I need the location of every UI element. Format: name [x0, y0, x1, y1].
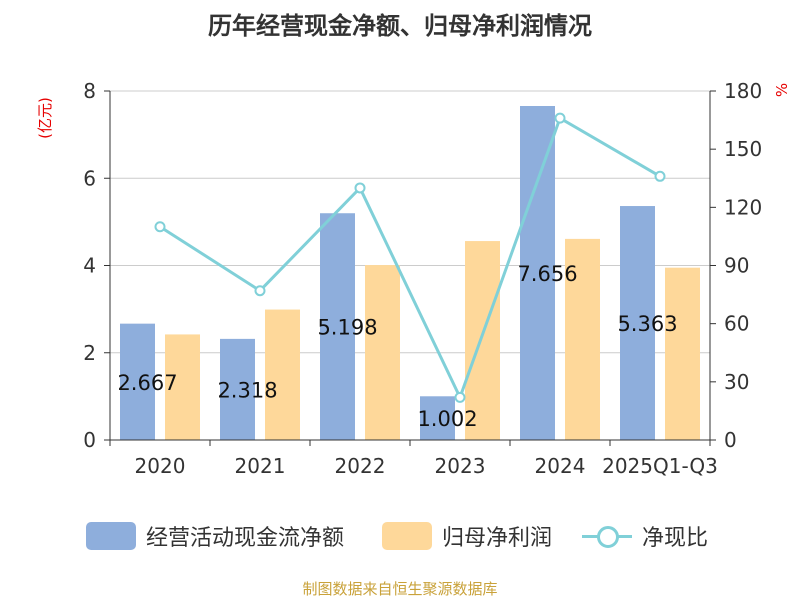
y-right-tick-label: 120 [724, 195, 762, 219]
bar-net-profit [565, 238, 600, 440]
data-labels: 2.667 2.318 5.198 1.002 7.656 5.363 [117, 262, 677, 431]
legend-item-ratio[interactable]: 净现比 [582, 516, 708, 556]
x-tick-label: 2022 [335, 454, 386, 478]
bar-cashflow [220, 338, 255, 440]
x-tick-label: 2020 [135, 454, 186, 478]
legend-line-ratio [582, 522, 632, 550]
ratio-point [354, 182, 366, 194]
chart-title: 历年经营现金净额、归母净利润情况 [208, 12, 592, 40]
y-left-unit: (亿元) [36, 97, 54, 139]
bar-cashflow [420, 396, 455, 440]
legend-label-ratio: 净现比 [642, 526, 709, 551]
legend-swatch-net-profit [382, 522, 432, 550]
bar-cashflow [520, 106, 555, 440]
legend: 经营活动现金流净额 归母净利润 净现比 [0, 516, 800, 556]
x-tick-label: 2024 [535, 454, 586, 478]
legend-label-cashflow: 经营活动现金流净额 [146, 526, 345, 551]
ratio-point [554, 112, 566, 124]
legend-swatch-cashflow [86, 522, 136, 550]
y-right-tick-label: 30 [724, 370, 749, 394]
bar-net-profit [165, 334, 200, 440]
y-left-tick-label: 8 [83, 79, 96, 103]
y-left-tick-label: 4 [83, 254, 96, 278]
data-label-cashflow: 7.656 [517, 262, 577, 286]
ratio-line [154, 112, 666, 403]
data-label-cashflow: 1.002 [417, 407, 477, 431]
x-tick-label: 2021 [235, 454, 286, 478]
ratio-point [654, 170, 666, 182]
bar-net-profit [465, 241, 500, 440]
y-left-tick-label: 6 [83, 166, 96, 190]
ratio-point [254, 285, 266, 297]
bar-cashflow [120, 323, 155, 440]
y-right-tick-label: 0 [724, 428, 737, 452]
bar-net-profit [365, 265, 400, 440]
data-label-cashflow: 2.667 [117, 371, 177, 395]
legend-label-net-profit: 归母净利润 [442, 526, 553, 551]
x-tick-label: 2023 [435, 454, 486, 478]
legend-item-cashflow[interactable]: 经营活动现金流净额 [86, 516, 344, 556]
y-right-tick-label: 60 [724, 312, 749, 336]
y-left-tick-label: 2 [83, 341, 96, 365]
bars [120, 106, 700, 440]
y-right-tick-label: 180 [724, 79, 762, 103]
bar-cashflow [620, 206, 655, 440]
y-left-tick-label: 0 [83, 428, 96, 452]
bar-net-profit [665, 267, 700, 440]
y-right-tick-label: 90 [724, 254, 749, 278]
bar-net-profit [265, 309, 300, 440]
axes: 0 2 4 6 8 0 30 60 90 120 150 180 (亿元)% 2020 2021 2022 20… [36, 79, 791, 478]
data-label-cashflow: 5.363 [617, 312, 677, 336]
ratio-line-path [159, 115, 661, 402]
y-right-unit: % [773, 83, 791, 97]
x-tick-label: 2025Q1-Q3 [602, 454, 718, 478]
ratio-point [154, 221, 166, 233]
data-source-note: 制图数据来自恒生聚源数据库 [302, 580, 498, 598]
data-label-cashflow: 5.198 [317, 316, 377, 340]
ratio-point [454, 391, 466, 403]
data-label-cashflow: 2.318 [217, 378, 277, 402]
gridlines [110, 90, 710, 354]
y-right-tick-label: 150 [724, 137, 762, 161]
bar-cashflow [320, 213, 355, 440]
legend-item-net-profit[interactable]: 归母净利润 [382, 516, 552, 556]
